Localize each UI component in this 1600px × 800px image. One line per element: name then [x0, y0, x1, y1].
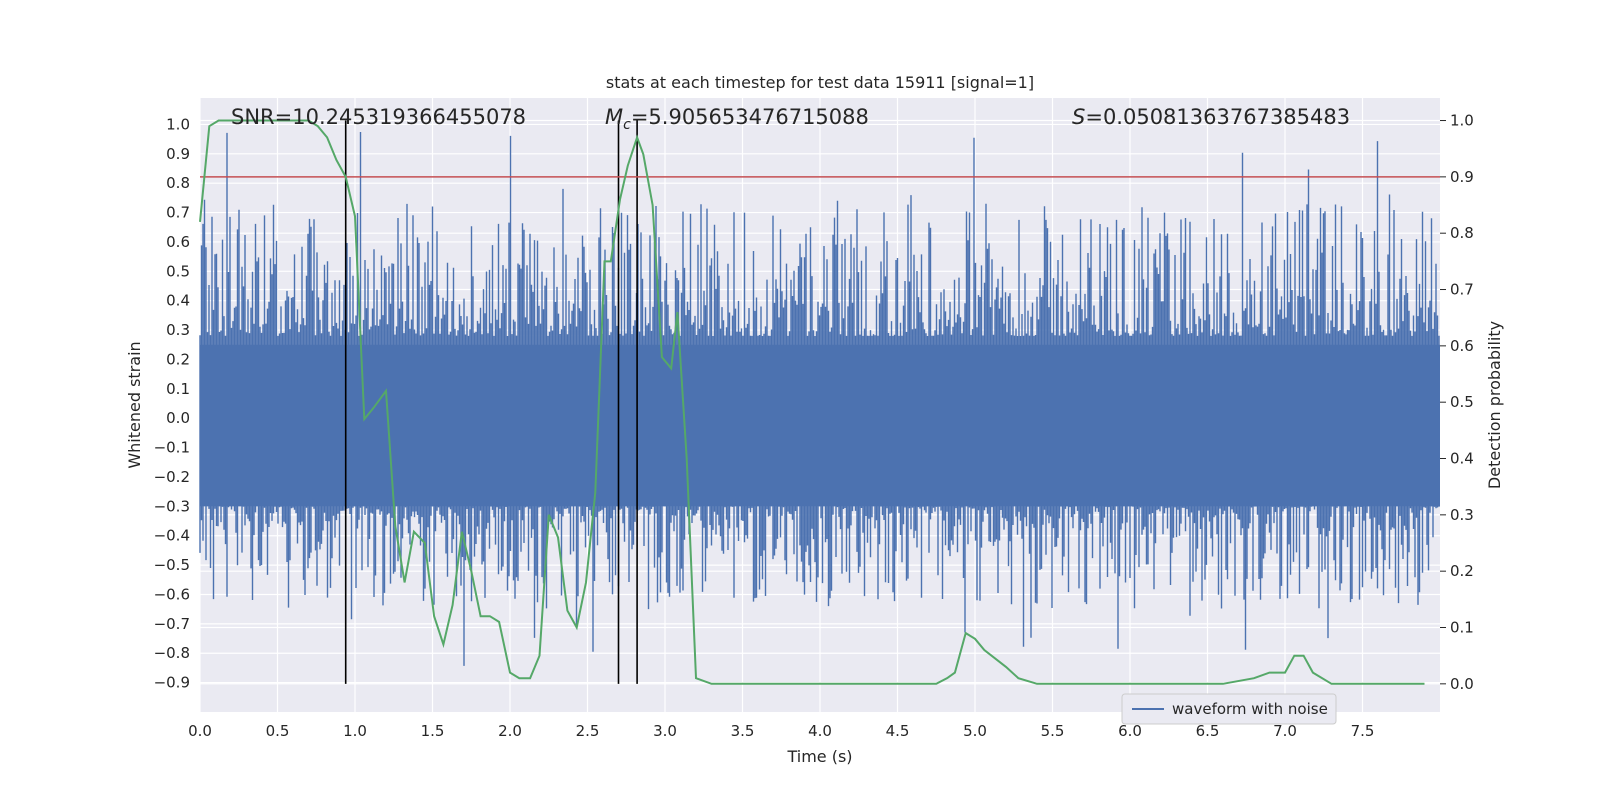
legend-box — [1121, 693, 1337, 725]
y-left-tick-label: 0.0 — [166, 409, 190, 427]
s-value: =0.05081363767385483 — [1085, 105, 1350, 129]
y-left-tick-label: −0.3 — [154, 497, 190, 515]
x-tick-label: 5.5 — [1041, 722, 1065, 740]
legend-label: waveform with noise — [1172, 700, 1328, 718]
y-left-tick-label: −0.6 — [154, 585, 190, 603]
y-left-tick-label: 0.3 — [166, 321, 190, 339]
x-tick-label: 4.5 — [886, 722, 910, 740]
x-tick-label: 0.0 — [188, 722, 212, 740]
mc-value: =5.905653476715088 — [631, 105, 869, 129]
mc-subscript: c — [623, 117, 631, 133]
y-axis-right-label: Detection probability — [1485, 321, 1504, 489]
x-tick-label: 7.5 — [1351, 722, 1375, 740]
waveform-series — [199, 132, 1440, 666]
left-y-axis: 1.0 0.9 0.8 0.7 0.6 0.5 0.4 0.3 0.2 0.1 0.0 −0.1 −0.… — [154, 115, 190, 691]
y-left-tick-label: −0.8 — [154, 644, 190, 662]
x-tick-label: 1.5 — [421, 722, 445, 740]
s-annotation: S=0.05081363767385483 — [1072, 105, 1350, 129]
y-left-tick-label: 0.1 — [166, 380, 190, 398]
y-right-tick-label: 0.1 — [1450, 619, 1474, 637]
s-symbol: S — [1072, 105, 1085, 129]
y-right-tick-label: 0.6 — [1450, 337, 1474, 355]
x-tick-label: 3.5 — [731, 722, 755, 740]
y-left-tick-label: −0.1 — [154, 439, 190, 457]
y-right-tick-label: 0.4 — [1450, 450, 1474, 468]
y-right-tick-label: 0.0 — [1450, 675, 1474, 693]
mc-symbol: M — [605, 105, 623, 129]
x-tick-label: 3.0 — [653, 722, 677, 740]
x-axis-label: Time (s) — [786, 747, 852, 766]
y-right-tick-label: 0.2 — [1450, 562, 1474, 580]
y-left-tick-label: 0.6 — [166, 233, 190, 251]
x-tick-label: 1.0 — [343, 722, 367, 740]
x-tick-label: 5.0 — [963, 722, 987, 740]
y-right-tick-label: 0.7 — [1450, 281, 1474, 299]
x-tick-label: 0.5 — [266, 722, 290, 740]
x-tick-label: 2.5 — [576, 722, 600, 740]
y-right-tick-label: 0.3 — [1450, 506, 1474, 524]
y-left-tick-label: 0.4 — [166, 292, 190, 310]
x-tick-label: 4.0 — [808, 722, 832, 740]
x-tick-label: 6.5 — [1196, 722, 1220, 740]
probability-series — [199, 119, 1425, 685]
chirp-mass-annotation: Mc=5.905653476715088 — [605, 105, 869, 133]
x-tick-label: 6.0 — [1118, 722, 1142, 740]
y-left-tick-label: −0.4 — [154, 527, 190, 545]
x-axis: 0.0 0.5 1.0 1.5 2.0 2.5 3.0 3.5 4.0 4.5 5.0 5.5 6.0 6… — [188, 722, 1374, 740]
y-left-tick-label: −0.2 — [154, 468, 190, 486]
legend: waveform with noise — [1121, 693, 1337, 725]
y-axis-left-label: Whitened strain — [125, 341, 144, 468]
y-left-tick-label: 0.2 — [166, 350, 190, 368]
x-tick-label: 7.0 — [1273, 722, 1297, 740]
chart-title: stats at each timestep for test data 159… — [606, 73, 1034, 92]
y-right-tick-label: 0.5 — [1450, 393, 1474, 411]
snr-annotation: SNR=10.245319366455078 — [231, 105, 526, 129]
y-left-tick-label: 0.7 — [166, 204, 190, 222]
x-tick-label: 2.0 — [498, 722, 522, 740]
y-left-tick-label: 1.0 — [166, 115, 190, 133]
y-left-tick-label: 0.9 — [166, 145, 190, 163]
right-y-axis: 1.0 0.9 0.8 0.7 0.6 0.5 0.4 0.3 0.2 0.1 0.0 — [1440, 112, 1474, 693]
waveform-spikes — [199, 132, 1440, 666]
y-left-tick-label: −0.7 — [154, 615, 190, 633]
y-left-tick-label: 0.8 — [166, 174, 190, 192]
y-left-tick-label: −0.9 — [154, 674, 190, 692]
y-left-tick-label: 0.5 — [166, 262, 190, 280]
y-right-tick-label: 0.9 — [1450, 168, 1474, 186]
y-right-tick-label: 0.8 — [1450, 224, 1474, 242]
y-right-tick-label: 1.0 — [1450, 112, 1474, 130]
y-left-tick-label: −0.5 — [154, 556, 190, 574]
